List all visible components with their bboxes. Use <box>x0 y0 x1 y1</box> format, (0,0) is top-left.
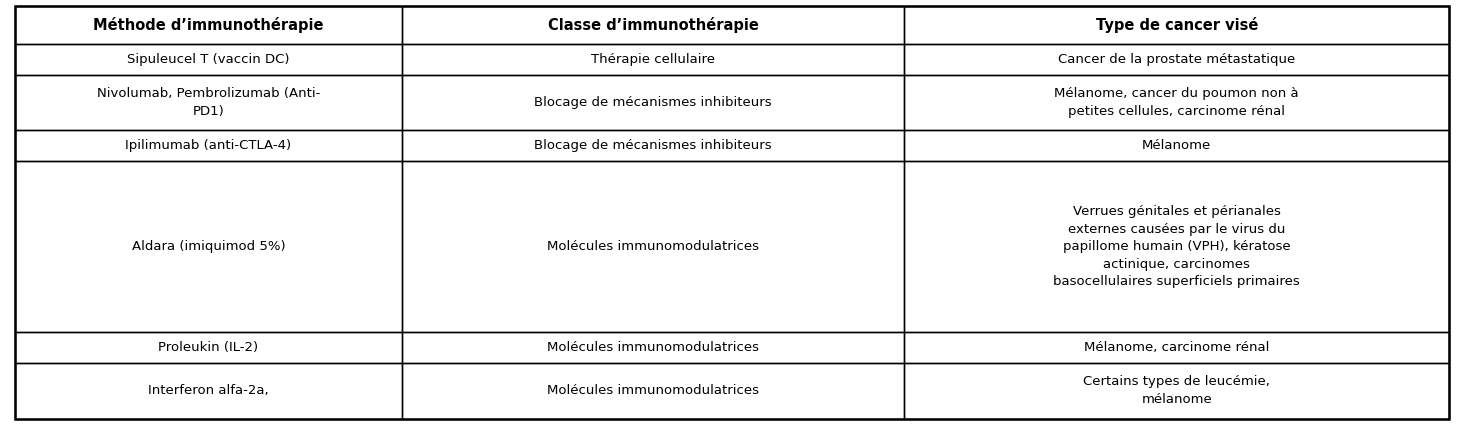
Text: Nivolumab, Pembrolizumab (Anti-
PD1): Nivolumab, Pembrolizumab (Anti- PD1) <box>97 87 321 118</box>
Bar <box>905 332 1449 363</box>
Text: Type de cancer visé: Type de cancer visé <box>1095 17 1258 33</box>
Text: Ipilimumab (anti-CTLA-4): Ipilimumab (anti-CTLA-4) <box>126 139 291 152</box>
Text: Proleukin (IL-2): Proleukin (IL-2) <box>158 341 258 354</box>
Bar <box>905 44 1449 74</box>
Text: Méthode d’immunothérapie: Méthode d’immunothérapie <box>94 17 324 33</box>
Bar <box>15 332 403 363</box>
Bar <box>403 332 905 363</box>
Bar <box>15 44 403 74</box>
Text: Mélanome, cancer du poumon non à
petites cellules, carcinome rénal: Mélanome, cancer du poumon non à petites… <box>1054 87 1299 118</box>
Bar <box>15 130 403 162</box>
Bar <box>15 332 403 363</box>
Text: Verrues génitales et périanales
externes causées par le virus du
papillome humai: Verrues génitales et périanales externes… <box>1054 205 1300 288</box>
Bar <box>905 6 1449 44</box>
Bar <box>403 44 905 74</box>
Bar <box>403 162 905 332</box>
Text: Mélanome: Mélanome <box>1142 139 1211 152</box>
Bar <box>403 332 905 363</box>
Bar <box>905 6 1449 44</box>
Bar <box>905 363 1449 419</box>
Text: Sipuleucel T (vaccin DC): Sipuleucel T (vaccin DC) <box>127 53 290 65</box>
Bar <box>905 130 1449 162</box>
Bar <box>15 6 403 44</box>
Bar <box>905 130 1449 162</box>
Bar <box>403 44 905 74</box>
Bar <box>905 74 1449 130</box>
Bar <box>15 6 403 44</box>
Bar <box>905 162 1449 332</box>
Text: Blocage de mécanismes inhibiteurs: Blocage de mécanismes inhibiteurs <box>534 139 772 152</box>
Text: Interferon alfa-2a,: Interferon alfa-2a, <box>148 384 268 397</box>
Bar <box>15 162 403 332</box>
Bar <box>15 363 403 419</box>
Bar <box>15 162 403 332</box>
Bar <box>905 363 1449 419</box>
Text: Blocage de mécanismes inhibiteurs: Blocage de mécanismes inhibiteurs <box>534 96 772 109</box>
Bar <box>403 130 905 162</box>
Bar <box>403 6 905 44</box>
Bar <box>15 363 403 419</box>
Bar <box>905 332 1449 363</box>
Bar <box>403 162 905 332</box>
Text: Cancer de la prostate métastatique: Cancer de la prostate métastatique <box>1058 53 1296 65</box>
Bar <box>403 363 905 419</box>
Text: Molécules immunomodulatrices: Molécules immunomodulatrices <box>548 341 760 354</box>
Text: Molécules immunomodulatrices: Molécules immunomodulatrices <box>548 384 760 397</box>
Bar <box>403 6 905 44</box>
Bar <box>403 363 905 419</box>
Bar <box>905 44 1449 74</box>
Text: Aldara (imiquimod 5%): Aldara (imiquimod 5%) <box>132 240 285 253</box>
Text: Mélanome, carcinome rénal: Mélanome, carcinome rénal <box>1083 341 1269 354</box>
Bar <box>905 74 1449 130</box>
Text: Certains types de leucémie,
mélanome: Certains types de leucémie, mélanome <box>1083 375 1271 406</box>
Bar <box>15 130 403 162</box>
Text: Thérapie cellulaire: Thérapie cellulaire <box>591 53 714 65</box>
Text: Molécules immunomodulatrices: Molécules immunomodulatrices <box>548 240 760 253</box>
Bar <box>15 44 403 74</box>
Bar <box>403 74 905 130</box>
Bar <box>15 74 403 130</box>
Bar <box>403 74 905 130</box>
Text: Classe d’immunothérapie: Classe d’immunothérapie <box>548 17 758 33</box>
Bar <box>403 130 905 162</box>
Bar <box>905 162 1449 332</box>
Bar <box>15 74 403 130</box>
